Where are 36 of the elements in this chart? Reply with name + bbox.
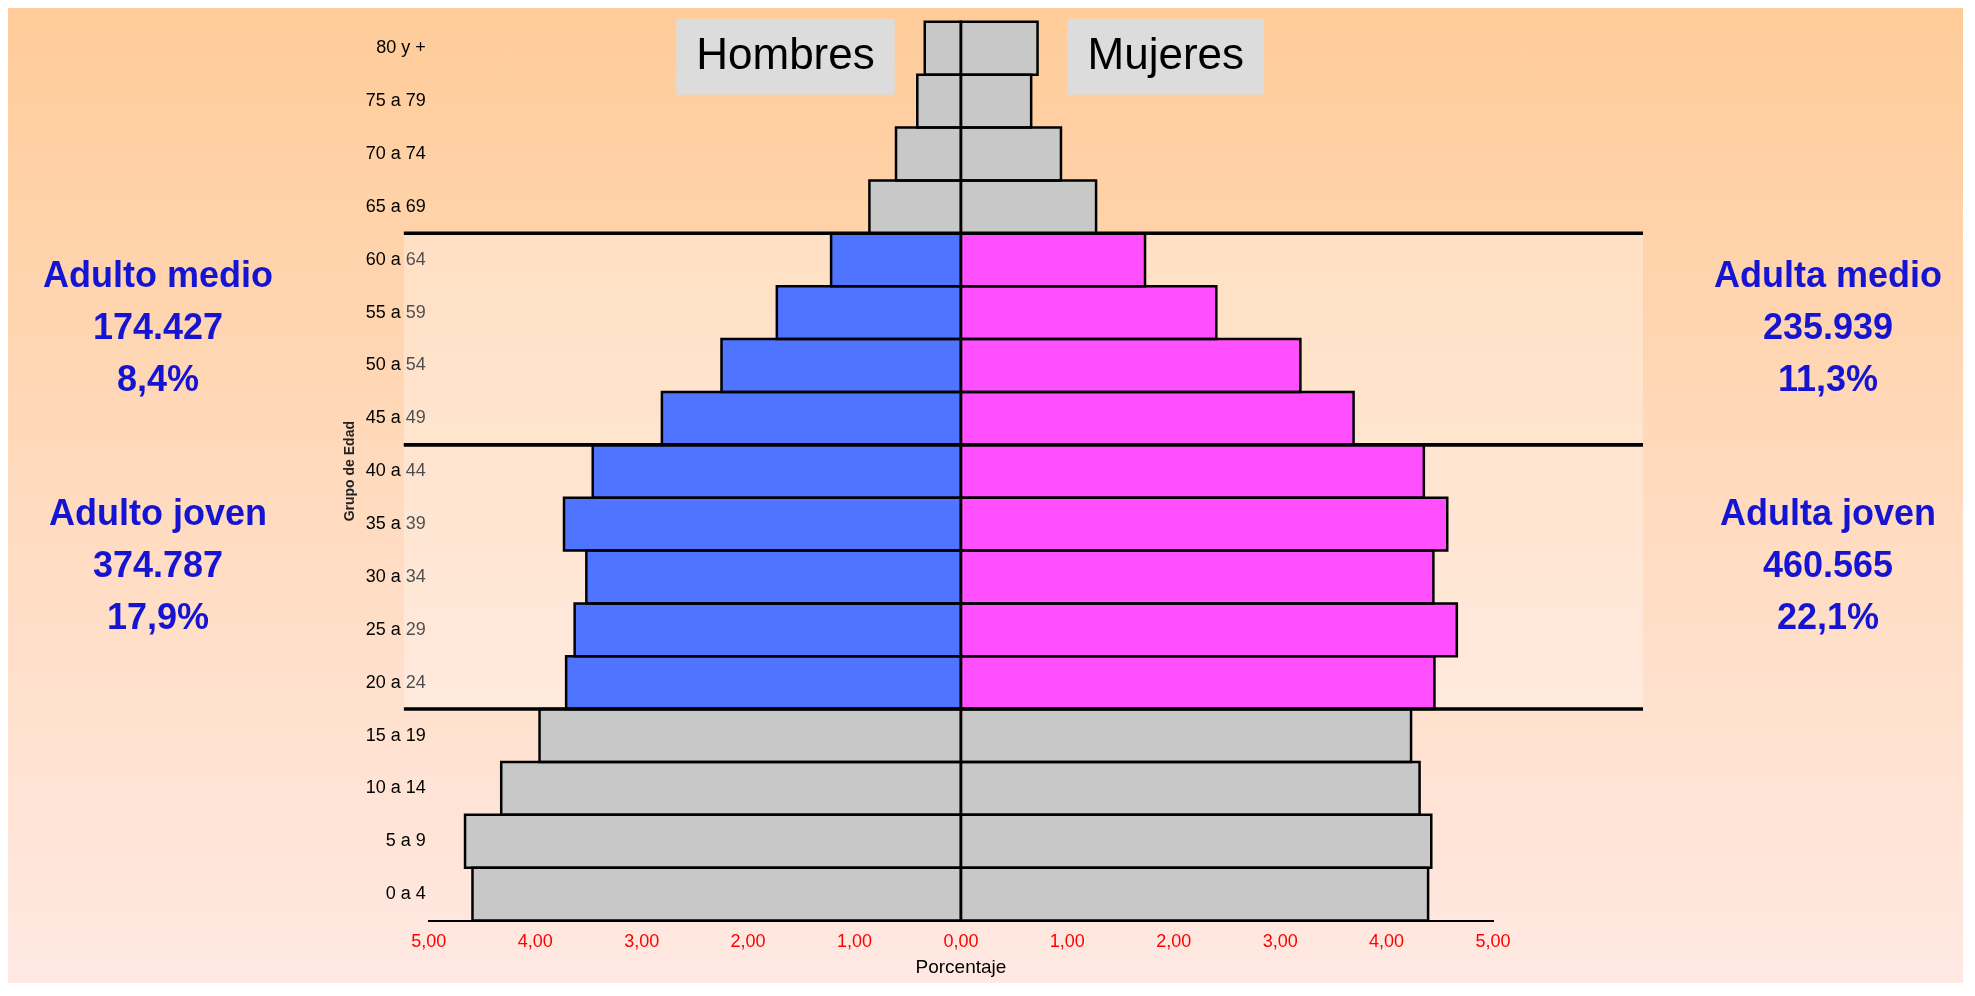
y-tick-label: 75 a 79 (365, 90, 426, 111)
x-tick-label: 5,00 (411, 931, 447, 952)
x-tick-label: 2,00 (730, 931, 766, 952)
y-tick-label: 20 a 24 (365, 671, 426, 692)
y-tick-label: 15 a 19 (365, 724, 426, 745)
x-tick-label: 1,00 (1049, 931, 1085, 952)
y-axis-title: Grupo de Edad (341, 421, 358, 522)
x-tick-label: 2,00 (1156, 931, 1192, 952)
text: Adulto joven 374.787 17,9% (49, 491, 267, 637)
y-tick-label: 70 a 74 (365, 142, 426, 163)
y-tick-label: 55 a 59 (365, 301, 426, 322)
y-tick-label: 35 a 39 (365, 513, 426, 534)
x-tick-label: 1,00 (836, 931, 873, 952)
x-tick-label: 5,00 (1475, 931, 1511, 952)
y-tick-label: 80 y + (376, 37, 426, 58)
series-label: Hombres (696, 28, 875, 78)
y-tick-label: 40 a 44 (365, 460, 426, 481)
text: Adulta joven 460.565 22,1% (1719, 491, 1937, 637)
text: Adulto medio 174.427 8,4% (43, 253, 273, 399)
y-tick-label: 60 a 64 (365, 248, 426, 269)
x-tick-label: 3,00 (1262, 931, 1298, 952)
y-tick-label: 0 a 4 (385, 883, 426, 904)
y-tick-label: 50 a 54 (365, 354, 426, 375)
x-tick-label: 4,00 (1369, 931, 1405, 952)
y-tick-label: 45 a 49 (365, 407, 426, 428)
text: Adulta medio 235.939 11,3% (1713, 253, 1943, 399)
x-tick-label: 0,00 (943, 931, 979, 952)
x-tick-label: 4,00 (517, 931, 553, 952)
x-axis-title: Porcentaje (915, 955, 1007, 977)
x-tick-label: 3,00 (624, 931, 660, 952)
y-tick-label: 25 a 29 (365, 618, 426, 639)
series-label: Mujeres (1087, 28, 1245, 78)
y-tick-label: 5 a 9 (385, 830, 426, 851)
y-tick-label: 65 a 69 (365, 195, 426, 216)
y-tick-label: 30 a 34 (365, 565, 426, 586)
y-tick-label: 10 a 14 (365, 777, 426, 798)
